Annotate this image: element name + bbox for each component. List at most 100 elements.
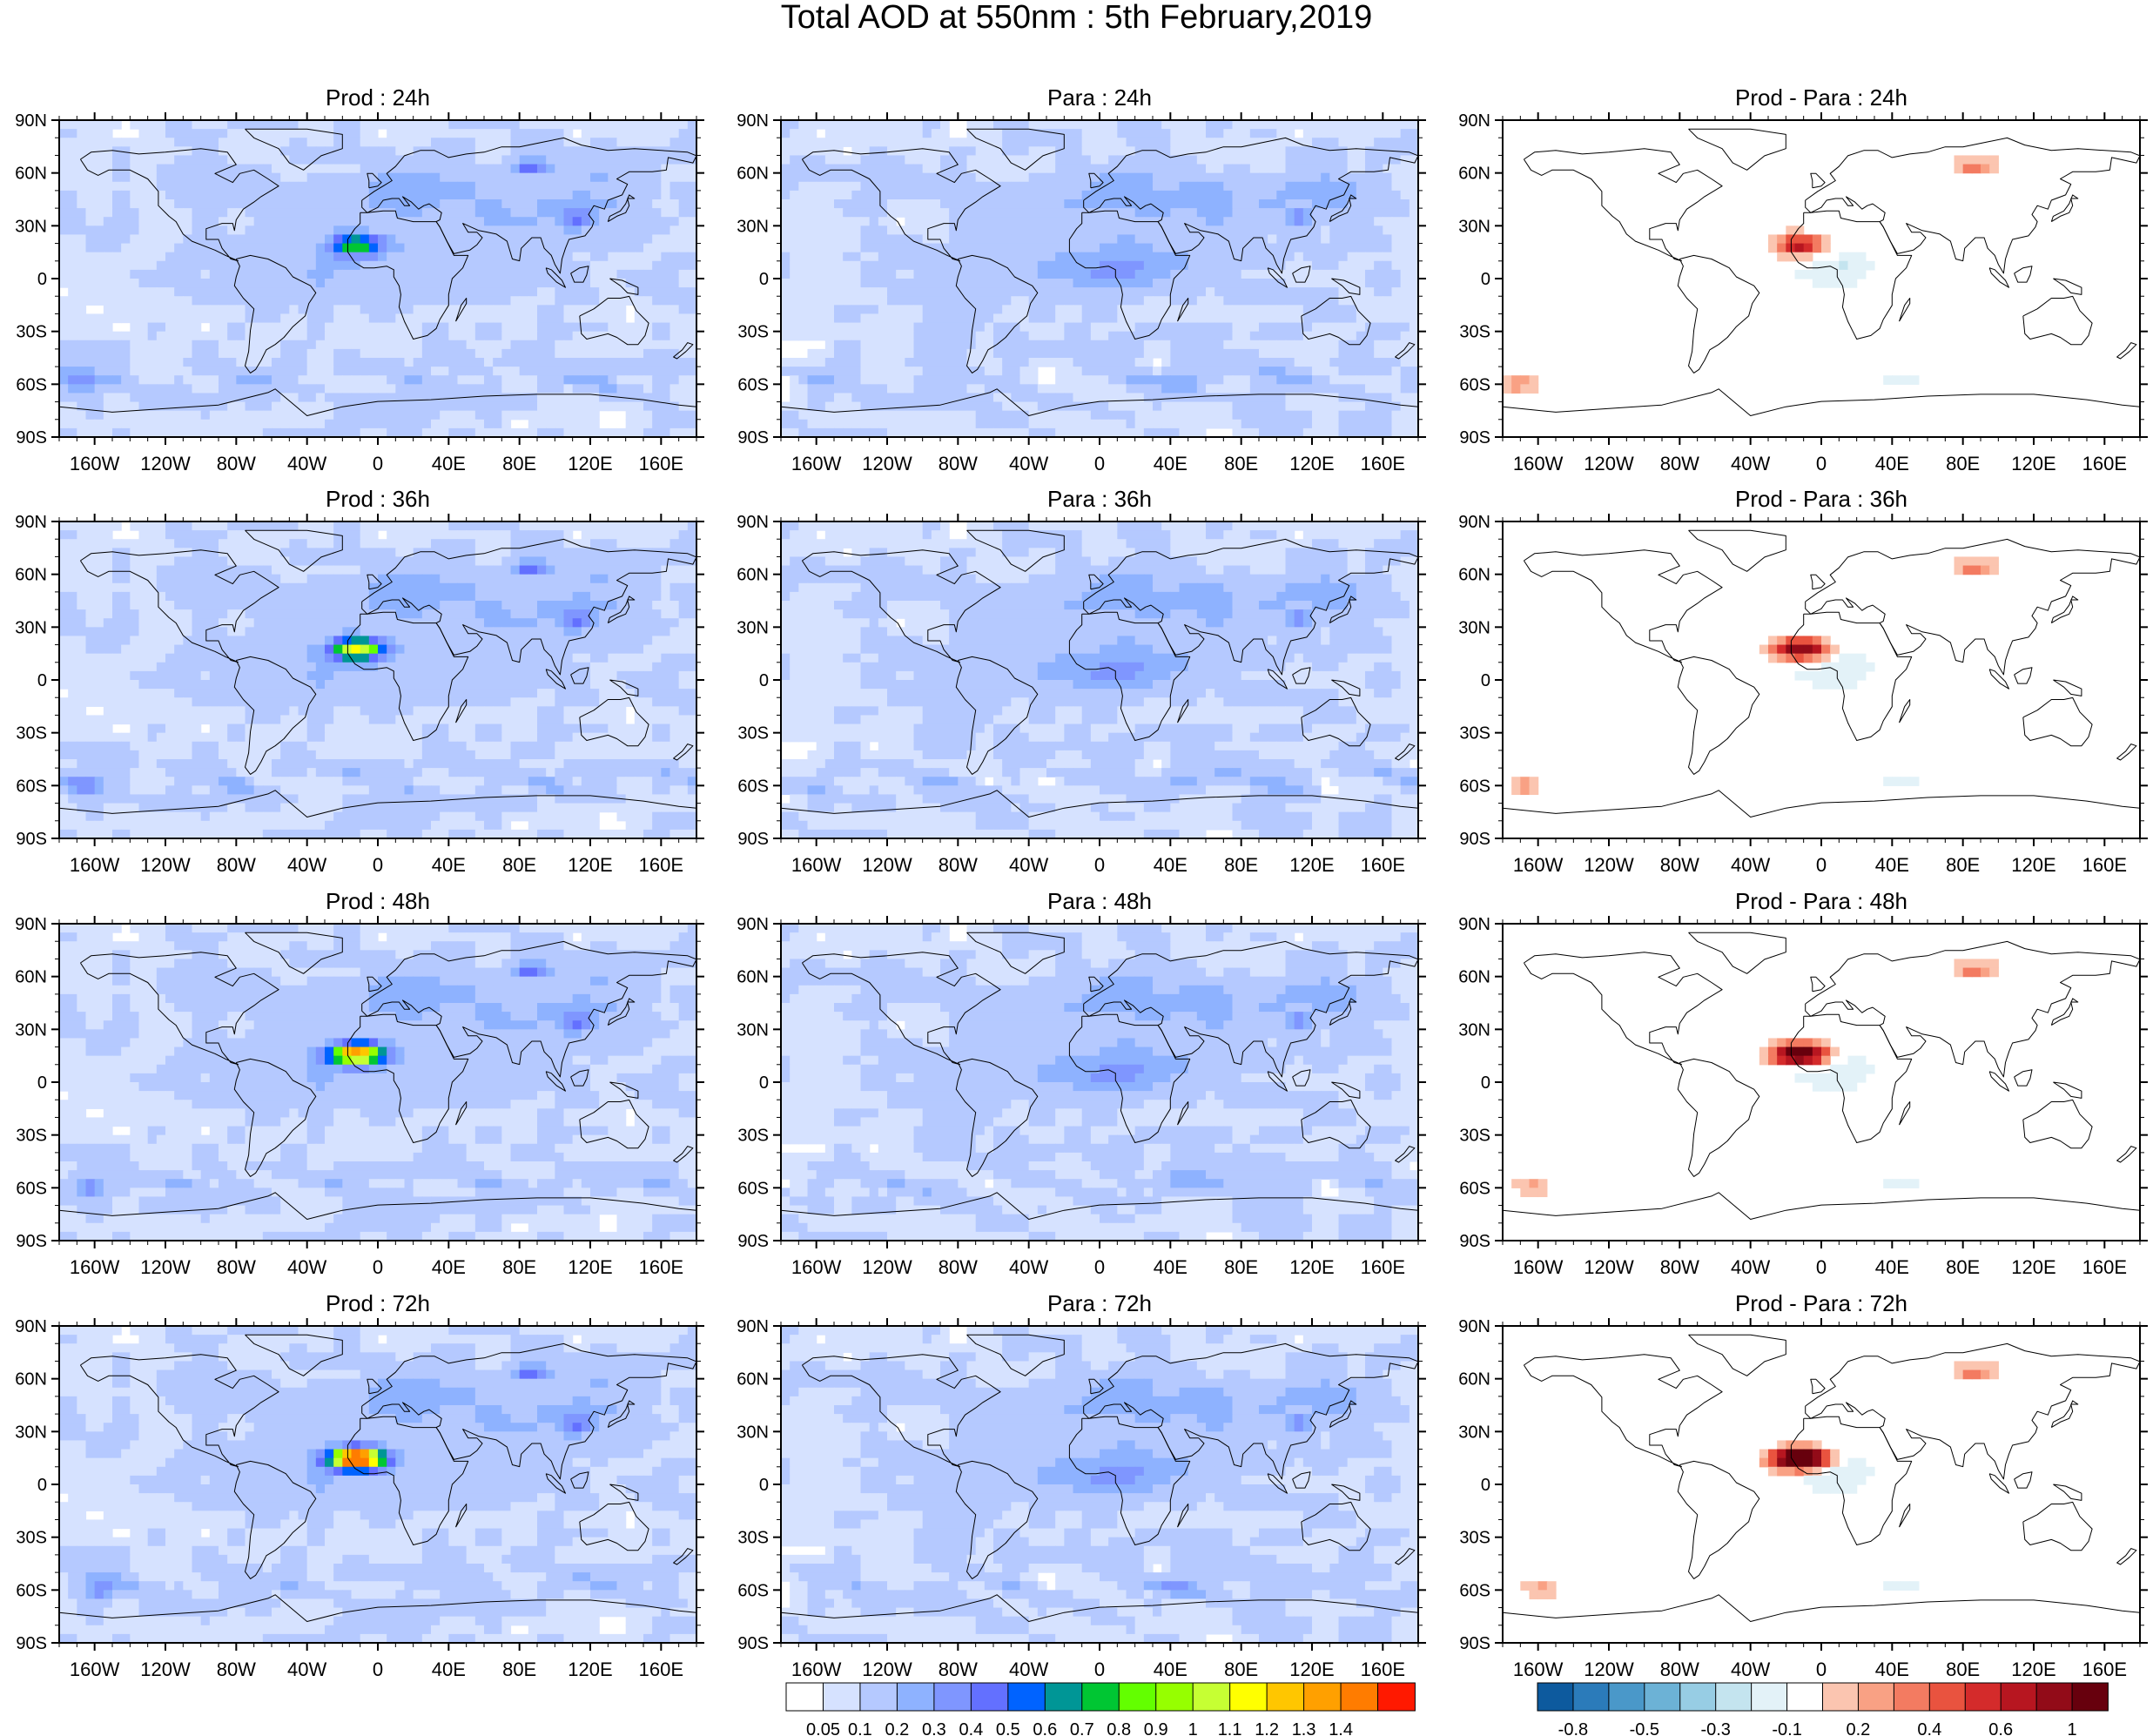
lon-tick-label: 0 [373, 453, 383, 474]
lon-tick-label: 160W [70, 1659, 120, 1680]
colorbar-box [933, 1682, 972, 1712]
lon-tick-label: 0 [1094, 1256, 1105, 1278]
map-panel: 90N 60N 30N 0 30S 60S 90S 160W 120W 80W 40W 0 40E 80E… [1458, 84, 2148, 474]
panel-title: Prod : 48h [326, 888, 430, 914]
lat-tick-label: 90N [15, 513, 47, 532]
panel-title: Para : 48h [1047, 888, 1152, 914]
aod-field [59, 120, 696, 437]
lon-tick-label: 120E [2011, 1659, 2055, 1680]
lat-tick-label: 60N [737, 968, 769, 987]
lon-tick-label: 80E [1946, 453, 1980, 474]
lat-tick-label: 30S [1459, 1127, 1490, 1146]
map-panel: 90N 60N 30N 0 30S 60S 90S 160W 120W 80W 40W 0 40E 80E… [737, 1290, 1426, 1680]
lat-tick-label: 30N [15, 618, 47, 637]
lon-tick-label: 160W [70, 453, 120, 474]
colorbar-label: 0.4 [1917, 1720, 1941, 1736]
colorbar-label: 1.4 [1329, 1720, 1353, 1736]
coastlines [1503, 529, 2140, 818]
lon-tick-label: 160W [1513, 453, 1564, 474]
lon-tick-label: 120W [140, 1659, 191, 1680]
lon-tick-label: 80W [1660, 1256, 1699, 1278]
colorbar-box [1044, 1682, 1083, 1712]
lat-tick-label: 60S [1459, 777, 1490, 796]
lon-tick-label: 40E [1875, 854, 1909, 876]
lon-tick-label: 40E [1154, 854, 1188, 876]
lat-tick-label: 0 [759, 270, 769, 289]
colorbar-box [1266, 1682, 1305, 1712]
colorbar-label: 0.3 [922, 1720, 946, 1736]
lon-tick-label: 80W [217, 453, 256, 474]
colorbar-label: 1.2 [1255, 1720, 1279, 1736]
lon-tick-label: 160W [70, 1256, 120, 1278]
colorbar-box [2071, 1682, 2109, 1712]
lon-tick-label: 40W [1009, 453, 1048, 474]
lat-tick-label: 60S [16, 1581, 47, 1600]
colorbar-box [1751, 1682, 1788, 1712]
lat-tick-label: 30N [737, 217, 769, 236]
lat-tick-label: 60S [737, 375, 769, 394]
lon-tick-label: 40W [287, 1256, 326, 1278]
lat-tick-label: 0 [37, 1073, 47, 1093]
lat-tick-label: 0 [37, 671, 47, 690]
lon-tick-label: 120W [1584, 1659, 1634, 1680]
aod-field [1520, 1361, 1999, 1600]
lon-tick-label: 80E [1224, 854, 1258, 876]
colorbar-label: 0.2 [885, 1720, 909, 1736]
lon-tick-label: 80W [1660, 1659, 1699, 1680]
lon-tick-label: 40E [1154, 453, 1188, 474]
lon-tick-label: 120E [2011, 854, 2055, 876]
lon-tick-label: 40W [1009, 1659, 1048, 1680]
lon-tick-label: 80W [939, 854, 978, 876]
colorbar-label: 0.2 [1846, 1720, 1870, 1736]
lon-tick-label: 120E [2011, 1256, 2055, 1278]
colorbar-box [1964, 1682, 2002, 1712]
lat-tick-label: 60N [1458, 566, 1490, 585]
lat-tick-label: 60N [737, 165, 769, 184]
lat-tick-label: 90N [737, 111, 769, 131]
lat-tick-label: 60S [1459, 1179, 1490, 1198]
colorbar-box [822, 1682, 861, 1712]
lat-tick-label: 30S [737, 1529, 769, 1548]
colorbar-label: 0.1 [848, 1720, 872, 1736]
lat-tick-label: 60N [15, 566, 47, 585]
lon-tick-label: 160E [1361, 1256, 1405, 1278]
colorbar-box [1644, 1682, 1681, 1712]
lat-tick-label: 0 [1481, 1476, 1490, 1495]
lat-tick-label: 90N [15, 111, 47, 131]
lon-tick-label: 120E [1289, 854, 1334, 876]
lon-tick-label: 40W [287, 453, 326, 474]
lat-tick-label: 30N [1458, 217, 1490, 236]
lat-tick-label: 60S [16, 1179, 47, 1198]
lat-tick-label: 60N [737, 1370, 769, 1389]
lat-tick-label: 90N [737, 513, 769, 532]
lat-tick-label: 60S [16, 777, 47, 796]
aod-field [781, 521, 1418, 838]
lat-tick-label: 90S [16, 1232, 47, 1251]
lat-tick-label: 30N [1458, 1423, 1490, 1442]
lon-tick-label: 80W [1660, 854, 1699, 876]
lat-tick-label: 60S [1459, 1581, 1490, 1600]
colorbar-box [1608, 1682, 1645, 1712]
lon-tick-label: 160E [2082, 854, 2127, 876]
lon-tick-label: 0 [373, 854, 383, 876]
lon-tick-label: 40E [1875, 453, 1909, 474]
lon-tick-label: 80E [1946, 1659, 1980, 1680]
lat-tick-label: 90S [1459, 1232, 1490, 1251]
lon-tick-label: 80E [502, 1659, 536, 1680]
aod-field [1511, 556, 1999, 796]
coastlines [781, 932, 1418, 1220]
aod-field [59, 924, 696, 1241]
lat-tick-label: 60N [1458, 968, 1490, 987]
lat-tick-label: 90N [15, 915, 47, 934]
colorbar-box [1303, 1682, 1342, 1712]
lon-tick-label: 0 [1816, 854, 1827, 876]
colorbar-label: 0.5 [996, 1720, 1020, 1736]
coastlines [1503, 1334, 2140, 1622]
colorbar-label: 0.05 [806, 1720, 840, 1736]
lon-tick-label: 160E [639, 453, 683, 474]
lat-tick-label: 90S [16, 428, 47, 447]
map-panel: 90N 60N 30N 0 30S 60S 90S 160W 120W 80W 40W 0 40E 80E… [15, 888, 704, 1278]
panel-title: Prod - Para : 72h [1735, 1290, 1907, 1316]
lon-tick-label: 160E [2082, 1256, 2127, 1278]
